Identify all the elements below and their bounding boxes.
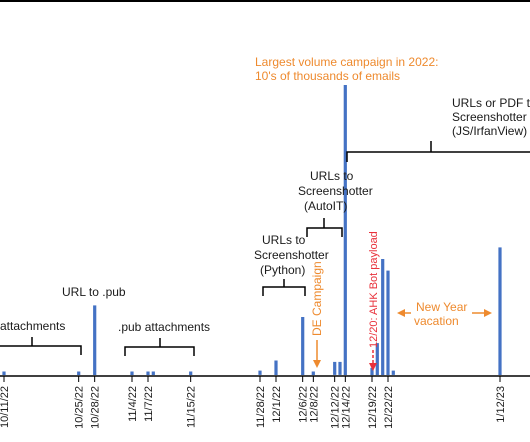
annotation-new-year-line2: vacation (414, 314, 459, 328)
bracket-python (262, 286, 306, 296)
annotation-autoit-line3: (AutoIT) (304, 199, 347, 213)
x-tick-label-7: 12/1/22 (271, 386, 283, 423)
annotation-urls-pdf-line1: URLs or PDF t (452, 96, 530, 110)
bar-13 (343, 85, 347, 375)
x-tick-label-2: 10/28/22 (90, 386, 102, 429)
bar-18 (391, 370, 395, 375)
bar-1 (77, 371, 81, 375)
bar-16 (381, 259, 385, 375)
x-ticks-group: 10/11/22 10/25/22 10/28/22 11/4/22 11/7/22 11… (0, 376, 507, 429)
new-year-arrow-head-right (484, 309, 492, 317)
bar-19 (498, 247, 502, 375)
x-tick-label-4: 11/7/22 (143, 386, 155, 422)
annotation-ahk-bot: 12/20: AHK Bot payload (368, 231, 380, 348)
bar-17 (386, 270, 390, 375)
bar-0 (2, 371, 6, 375)
bar-15 (375, 343, 379, 375)
annotation-de-campaign: DE Campaign (310, 261, 324, 336)
annotation-pub-attachments: .pub attachments (118, 320, 210, 334)
annotation-autoit-line2: Screenshotter (298, 184, 373, 198)
annotation-urls-pdf-line3: (JS/IrfanView) (452, 124, 527, 138)
x-tick-label-1: 10/25/22 (74, 386, 86, 429)
de-campaign-arrow-head (313, 360, 321, 368)
x-tick-label-9: 12/8/22 (308, 386, 320, 423)
annotation-python-line2: Screenshotter (254, 248, 329, 262)
annotation-largest-campaign-line1: Largest volume campaign in 2022: (255, 55, 438, 69)
annotation-python-line3: (Python) (260, 263, 305, 277)
bar-4 (146, 371, 150, 375)
bar-9 (301, 317, 305, 375)
x-tick-label-8: 12/6/22 (298, 386, 310, 423)
bar-11 (333, 361, 337, 375)
bars-group (2, 85, 502, 376)
ahk-bot-arrow-head (369, 363, 377, 371)
annotation-attachments: attachments (0, 319, 65, 333)
x-tick-label-12: 12/19/22 (367, 386, 379, 429)
annotation-autoit-line1: URLs to (310, 169, 354, 183)
annotation-new-year-line1: New Year (416, 300, 467, 314)
x-tick-label-13: 12/22/22 (383, 386, 395, 429)
bar-8 (274, 360, 278, 375)
bar-6 (189, 371, 193, 375)
bar-5 (151, 371, 155, 375)
annotation-python-line1: URLs to (262, 233, 306, 247)
x-tick-label-11: 12/14/22 (340, 386, 352, 429)
annotation-urls-pdf-line2: Screenshotter (452, 110, 527, 124)
bar-3 (130, 371, 134, 375)
annotation-largest-campaign-line2: 10's of thousands of emails (255, 69, 400, 83)
x-tick-label-10: 12/12/22 (330, 386, 342, 429)
bar-14 (370, 367, 374, 376)
annotation-url-pub: URL to .pub (62, 285, 126, 299)
x-tick-label-14: 1/12/23 (495, 386, 507, 423)
x-tick-label-5: 11/15/22 (186, 386, 198, 428)
x-tick-label-0: 10/11/22 (0, 386, 11, 428)
x-tick-label-6: 11/28/22 (255, 386, 267, 428)
bracket-pub-attachments (124, 346, 195, 356)
new-year-arrow-head-left (397, 309, 405, 317)
bar-2 (93, 305, 97, 375)
bar-10 (311, 371, 315, 375)
bar-7 (258, 370, 262, 375)
bracket-autoit (306, 227, 343, 237)
bracket-attachments (0, 345, 82, 355)
bar-12 (338, 361, 342, 375)
bracket-urls-pdf (346, 151, 530, 162)
x-tick-label-3: 11/4/22 (127, 386, 139, 422)
